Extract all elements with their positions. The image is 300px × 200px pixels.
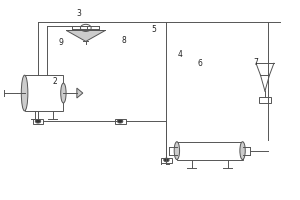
Circle shape (80, 24, 91, 31)
Circle shape (164, 158, 169, 162)
FancyBboxPatch shape (177, 142, 243, 160)
Bar (259, 97, 271, 103)
Circle shape (35, 119, 41, 123)
FancyBboxPatch shape (25, 75, 63, 111)
Ellipse shape (61, 83, 66, 103)
Bar (161, 158, 172, 163)
Ellipse shape (21, 75, 28, 111)
Circle shape (118, 119, 123, 123)
Text: 8: 8 (122, 36, 126, 45)
Text: 9: 9 (58, 38, 63, 47)
Text: 5: 5 (152, 25, 156, 34)
Text: 7: 7 (253, 58, 258, 67)
Ellipse shape (174, 142, 180, 160)
Text: 2: 2 (53, 77, 58, 86)
Text: 6: 6 (198, 59, 203, 68)
Bar (115, 119, 125, 124)
Polygon shape (66, 30, 105, 41)
Text: 4: 4 (178, 50, 183, 59)
Bar (33, 119, 44, 124)
Text: 3: 3 (77, 9, 82, 18)
Ellipse shape (240, 142, 245, 160)
Polygon shape (77, 88, 83, 98)
